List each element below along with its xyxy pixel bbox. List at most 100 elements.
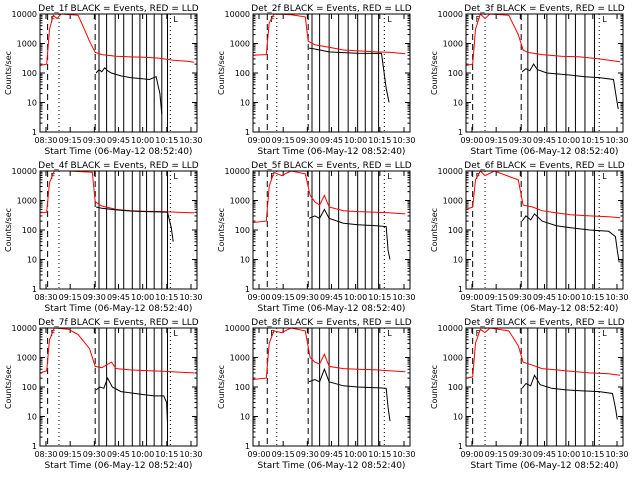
x-tick-label: 09:15: [485, 293, 508, 302]
annotation-label: L: [387, 329, 392, 338]
x-tick-label: 10:15: [581, 450, 604, 459]
plot-frame: [252, 13, 411, 133]
x-tick-label: 09:00: [460, 450, 483, 459]
panel-4: Det_4f BLACK = Events, RED = LLD Counts/s…: [4, 161, 203, 314]
series-lld-red-line: [39, 327, 195, 374]
x-tick-label: 09:45: [107, 450, 130, 459]
x-tick-label: 09:00: [247, 136, 270, 145]
x-tick-label: 09:30: [296, 136, 319, 145]
y-tick-label: 1: [458, 128, 463, 137]
y-tick-label: 10000: [12, 167, 37, 176]
series-lld-red-line: [252, 13, 406, 56]
panel-title: Det_9f BLACK = Events, RED = LLD: [464, 318, 624, 328]
y-tick-label: 1: [458, 285, 463, 294]
panel-9: Det_9f BLACK = Events, RED = LLD Counts/s…: [430, 318, 629, 471]
y-tick-label: 100: [235, 226, 250, 235]
x-tick-label: 10:00: [131, 136, 154, 145]
panel-6: Det_6f BLACK = Events, RED = LLD Counts/s…: [430, 161, 629, 314]
x-tick-label: 09:15: [272, 450, 295, 459]
x-tick-label: 10:30: [179, 136, 202, 145]
x-tick-label: 10:00: [557, 136, 580, 145]
annotation-label: F: [51, 172, 56, 181]
x-tick-label: 09:00: [460, 293, 483, 302]
x-tick-label: 10:15: [368, 136, 391, 145]
y-axis-label: Counts/sec: [4, 365, 13, 409]
x-tick-label: 09:30: [83, 293, 106, 302]
y-tick-label: 10: [453, 99, 463, 108]
y-tick-label: 10000: [225, 10, 250, 19]
series-events-black-line: [521, 374, 618, 420]
y-tick-label: 1000: [443, 354, 463, 363]
x-tick-label: 08:30: [34, 293, 57, 302]
annotation-label: F: [476, 172, 481, 181]
x-axis-label: Start Time (06-May-12 08:52:40): [471, 147, 619, 157]
annotation-label: L: [173, 329, 178, 338]
series-lld-red-line: [465, 327, 621, 379]
annotation-label: F: [270, 15, 275, 24]
annotation-label: L: [602, 172, 607, 181]
y-tick-label: 100: [235, 69, 250, 78]
panel-3: Det_3f BLACK = Events, RED = LLD Counts/s…: [430, 4, 629, 157]
series-events-black-line: [95, 67, 163, 115]
y-tick-label: 100: [448, 69, 463, 78]
y-tick-label: 1: [245, 128, 250, 137]
panel-title: Det_2f BLACK = Events, RED = LLD: [251, 4, 411, 14]
x-axis-label: Start Time (06-May-12 08:52:40): [471, 461, 619, 471]
x-tick-label: 09:00: [247, 293, 270, 302]
x-tick-label: 10:15: [155, 136, 178, 145]
y-axis-label: Counts/sec: [217, 51, 226, 95]
y-axis-label: Counts/sec: [430, 365, 439, 409]
panel-title: Det_7f BLACK = Events, RED = LLD: [38, 318, 198, 328]
y-tick-label: 10: [240, 256, 250, 265]
x-tick-label: 09:30: [83, 450, 106, 459]
x-axis-label: Start Time (06-May-12 08:52:40): [258, 461, 406, 471]
panel-2: Det_2f BLACK = Events, RED = LLD Counts/s…: [217, 4, 416, 157]
y-tick-label: 1: [32, 442, 37, 451]
x-tick-label: 10:30: [392, 136, 415, 145]
x-tick-label: 10:15: [581, 136, 604, 145]
series-events-black-line: [95, 376, 168, 424]
x-tick-label: 10:30: [179, 293, 202, 302]
x-tick-label: 10:00: [131, 293, 154, 302]
series-events-black-line: [521, 63, 619, 110]
y-tick-label: 10000: [438, 167, 463, 176]
y-tick-label: 100: [22, 226, 37, 235]
x-axis-label: Start Time (06-May-12 08:52:40): [258, 304, 406, 314]
y-tick-label: 10000: [12, 10, 37, 19]
x-tick-label: 09:15: [59, 450, 82, 459]
annotation-label: F: [51, 329, 56, 338]
panel-title: Det_8f BLACK = Events, RED = LLD: [251, 318, 411, 328]
y-tick-label: 1000: [17, 40, 37, 49]
y-tick-label: 10000: [225, 324, 250, 333]
y-tick-label: 1000: [443, 40, 463, 49]
panel-title: Det_3f BLACK = Events, RED = LLD: [464, 4, 624, 14]
panel-5: Det_5f BLACK = Events, RED = LLD Counts/s…: [217, 161, 416, 314]
annotation-label: L: [387, 15, 392, 24]
x-tick-label: 09:15: [272, 136, 295, 145]
series-lld-red-line: [465, 170, 621, 219]
plot-frame: [465, 170, 624, 290]
x-axis-label: Start Time (06-May-12 08:52:40): [471, 304, 619, 314]
series-lld-red-line: [39, 170, 195, 214]
y-tick-label: 100: [448, 226, 463, 235]
panel-title: Det_6f BLACK = Events, RED = LLD: [464, 161, 624, 171]
y-tick-label: 10: [27, 256, 37, 265]
x-tick-label: 08:30: [34, 136, 57, 145]
plot-frame: [465, 13, 624, 133]
x-tick-label: 09:15: [59, 293, 82, 302]
x-tick-label: 09:45: [107, 136, 130, 145]
y-tick-label: 1000: [230, 354, 250, 363]
series-events-black-line: [521, 213, 620, 263]
x-tick-label: 09:45: [107, 293, 130, 302]
y-tick-label: 10: [240, 413, 250, 422]
annotation-label: F: [476, 329, 481, 338]
annotation-label: L: [173, 172, 178, 181]
x-tick-label: 09:45: [320, 136, 343, 145]
annotation-label: L: [602, 329, 607, 338]
y-tick-label: 1000: [443, 197, 463, 206]
x-tick-label: 10:00: [131, 450, 154, 459]
x-tick-label: 09:45: [533, 136, 556, 145]
y-tick-label: 100: [448, 383, 463, 392]
panel-title: Det_4f BLACK = Events, RED = LLD: [38, 161, 198, 171]
y-tick-label: 10000: [438, 324, 463, 333]
